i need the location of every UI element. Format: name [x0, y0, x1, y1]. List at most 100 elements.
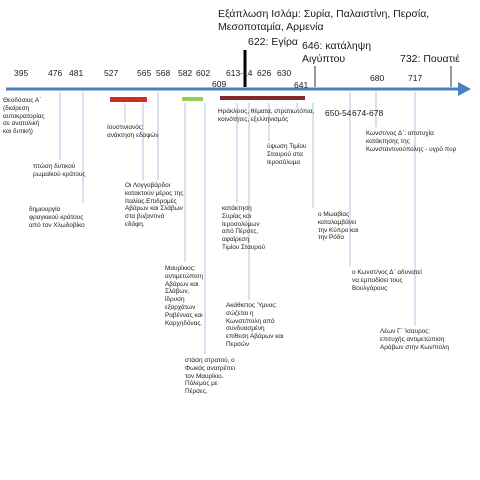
event-line: στάση στρατού, ο — [185, 357, 235, 364]
event-line: Περσών — [226, 340, 250, 348]
event-line: και δυτική) — [3, 128, 33, 136]
event-line: την Ρόδο — [318, 234, 344, 242]
event-line: Μαυρίκιος: — [165, 265, 196, 272]
poitiers-heading: 732: Πουατιέ — [400, 53, 460, 65]
egypt-conquest-heading: 646: κατάληψη Αιγύπτου — [302, 40, 371, 66]
hegira-heading: 622: Εγίρα — [248, 36, 298, 48]
event-line: (διαίρεση — [3, 104, 30, 112]
event-line: ρωμαϊκού κράτους — [33, 170, 86, 178]
event-leo-iii: Λέων Γ΄ Ίσαυρος: επιτυχής αντιμετώπιση Αρά… — [380, 328, 449, 351]
year-568: 568 — [156, 68, 171, 78]
event-line: πτώση δυτικού — [33, 163, 76, 170]
event-line: ο Κωνστ/νος Δ΄ αδυνατεί — [352, 269, 422, 276]
event-line: φραγκικού κράτους — [29, 213, 84, 221]
event-line: Συρίας και — [222, 212, 252, 220]
event-line: ανάκτηση εδαφών — [107, 131, 159, 139]
year-395: 395 — [14, 68, 29, 78]
event-line: Αράβων στην Κων/πολη — [380, 343, 449, 351]
event-line: ο Μωαβίας — [318, 211, 350, 218]
event-fall-western-empire: πτώση δυτικού ρωμαϊκού κράτους — [33, 163, 85, 179]
justinian-period-bar — [110, 97, 147, 102]
year-527: 527 — [104, 68, 119, 78]
event-line: από Πέρσες, — [222, 228, 259, 236]
event-line: να εμποδίσει τους — [352, 276, 403, 284]
islam-expansion-line-2: Μεσοποταμία, Αρμενία — [218, 21, 324, 33]
event-line: στα βυζαντινά — [125, 213, 165, 221]
event-line: Πόλεμος με — [185, 380, 218, 388]
event-line: εξαρχάτων — [165, 303, 196, 311]
event-line: Κωνστ/πολη από — [226, 317, 275, 325]
event-line: συνδυασμένη — [226, 325, 265, 333]
event-line: κατάκτησης της — [366, 137, 410, 145]
year-565: 565 — [137, 68, 152, 78]
event-theodosius: Θεοδόσιος Α΄ (διαίρεση αυτοκρατορίας σε ανα… — [3, 97, 45, 136]
year-717: 717 — [408, 73, 423, 83]
event-line: Βουλγάρους — [352, 284, 388, 292]
event-line: αφαίρεση — [222, 236, 249, 244]
event-line: Αβάρων και — [165, 280, 199, 288]
maurice-period-bar — [182, 97, 203, 101]
event-line: αυτοκρατορίας — [3, 112, 45, 120]
year-650-54: 650-54 — [325, 108, 352, 118]
event-line: Ιουστινιανός: — [107, 124, 144, 131]
islam-expansion-line-1: Εξάπλωση Ισλάμ: Συρία, Παλαιστίνη, Περσί… — [218, 8, 430, 20]
event-line: καταλαμβάνει — [318, 218, 357, 226]
timeline-arrowhead — [458, 82, 471, 96]
event-constantine-iv-siege: Κωνστ/νος Δ΄: αποτυχία κατάκτησης της Κωνσ… — [366, 130, 456, 153]
event-line: Θεοδόσιος Α΄ — [3, 97, 42, 104]
year-476: 476 — [48, 68, 63, 78]
event-line: Οι Λογγοβάρδοι — [125, 182, 171, 189]
event-line: Τιμίου Σταυρού — [222, 243, 265, 251]
event-akathist-hymn: Ακάθιστος Ύμνος: σώζεται η Κωνστ/πολη από σ… — [226, 302, 283, 349]
year-602: 602 — [196, 68, 211, 78]
year-630: 630 — [277, 68, 292, 78]
event-line: Ραβέννας και — [165, 311, 203, 319]
event-line: Λέων Γ΄ Ίσαυρος: — [380, 328, 431, 335]
islam-expansion-heading: Εξάπλωση Ισλάμ: Συρία, Παλαιστίνη, Περσί… — [218, 8, 429, 34]
event-line: Ιεροσολύμων — [222, 220, 260, 228]
event-frankish-kingdom: δημιουργία φραγκικού κράτους από τον Χλωδο… — [29, 206, 85, 229]
event-line: από τον Χλωδοβίκο — [29, 221, 85, 229]
egypt-line-2: Αιγύπτου — [302, 53, 346, 65]
heraclius-period-bar — [220, 96, 305, 100]
event-heraclius: Ηράκλειος, θέματα, στρατιωτόπια, κοινότητ… — [218, 108, 314, 124]
year-609: 609 — [212, 79, 227, 89]
event-line: Αβάρων και Σλάβων — [125, 205, 183, 213]
event-line: κοινότητες, εξελληνισμός — [218, 115, 289, 123]
event-line: την Κύπρο και — [318, 226, 359, 234]
event-phocas: στάση στρατού, ο Φωκάς ανατρέπει τον Μαυρί… — [185, 357, 235, 396]
egypt-line-1: 646: κατάληψη — [302, 40, 372, 52]
event-persian-conquest: κατάκτηση Συρίας και Ιεροσολύμων από Πέρσες… — [222, 205, 265, 252]
event-line: Κωνσταντινούπολης - υγρό πυρ — [366, 145, 457, 153]
event-line: δημιουργία — [29, 206, 61, 213]
event-line: Ηράκλειος, θέματα, στρατιωτόπια, — [218, 108, 315, 115]
event-line: επίθεση Αβάρων και — [226, 333, 284, 341]
event-line: Ακάθιστος Ύμνος: — [226, 302, 278, 309]
event-line: Σταυρού στα — [267, 150, 303, 158]
event-line: εδάφη. — [125, 220, 145, 228]
year-641: 641 — [294, 80, 309, 90]
event-line: Καρχηδόνας. — [165, 319, 203, 327]
leader-lines — [59, 92, 416, 354]
event-line: επιτυχής αντιμετώπιση — [380, 335, 445, 343]
event-line: Ιταλίας.Επιδρομές — [125, 197, 177, 205]
event-muawiya: ο Μωαβίας καταλαμβάνει την Κύπρο και την Ρό… — [318, 211, 358, 242]
event-line: Κωνστ/νος Δ΄: αποτυχία — [366, 130, 434, 137]
year-582: 582 — [178, 68, 193, 78]
year-481: 481 — [69, 68, 84, 78]
event-line: αντιμετώπιση — [165, 272, 204, 280]
event-line: ύψωση Τιμίου — [267, 143, 307, 150]
event-line: σε ανατολική — [3, 120, 40, 128]
event-line: Ιεροσόλυμα — [267, 158, 301, 166]
year-674-678: 674-678 — [352, 108, 384, 118]
event-line: σώζεται η — [226, 309, 254, 317]
event-maurice: Μαυρίκιος: αντιμετώπιση Αβάρων και Σλάβων, ί… — [165, 265, 203, 327]
event-lombards: Οι Λογγοβάρδοι κατακτούν μέρος της Ιταλίας… — [125, 182, 183, 229]
event-line: Πέρσες. — [185, 388, 208, 396]
event-justinian: Ιουστινιανός: ανάκτηση εδαφών — [107, 124, 159, 140]
event-line: κατάκτηση — [222, 205, 252, 212]
event-line: τον Μαυρίκιο. — [185, 372, 224, 380]
year-680: 680 — [370, 73, 385, 83]
event-line: ίδρυση — [165, 296, 185, 304]
